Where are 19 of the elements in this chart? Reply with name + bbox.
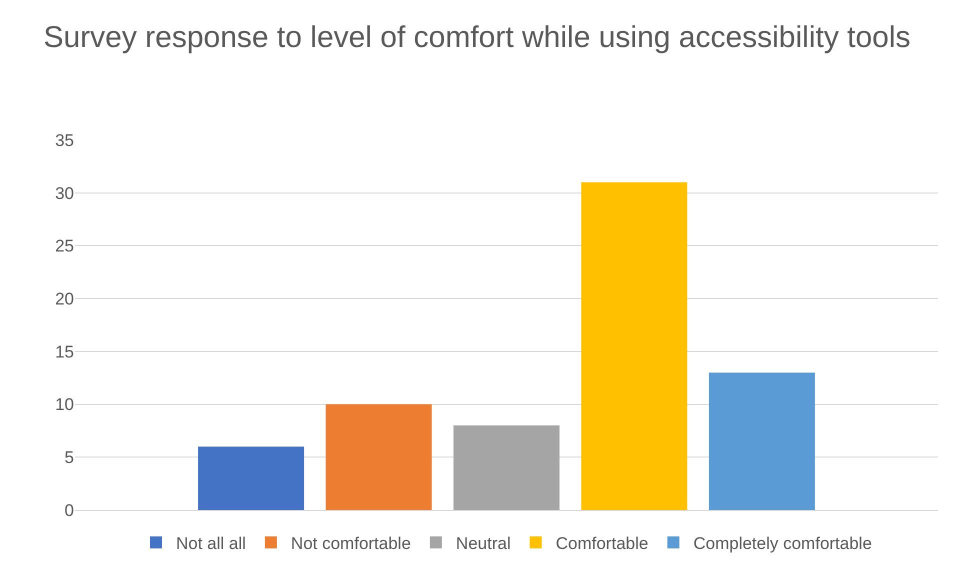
legend-label: Comfortable	[556, 534, 648, 553]
y-tick-label: 25	[55, 236, 74, 256]
y-tick-label: 5	[64, 448, 74, 468]
bar	[326, 404, 432, 510]
bar	[708, 372, 815, 510]
legend-label: Not all all	[176, 534, 246, 553]
legend-label: Neutral	[456, 534, 511, 553]
y-tick-label: 30	[55, 184, 74, 203]
chart-title: Survey response to level of comfort while using accessibility tools	[43, 21, 911, 54]
y-tick-label: 35	[55, 130, 74, 150]
legend-label: Not comfortable	[290, 534, 411, 553]
y-tick-label: 15	[55, 342, 74, 362]
bar	[581, 182, 688, 510]
y-tick-label: 0	[64, 500, 74, 520]
legend-label: Completely comfortable	[693, 534, 872, 553]
y-tick-label: 10	[55, 395, 74, 414]
bar	[198, 446, 304, 510]
y-tick-label: 20	[55, 290, 74, 309]
bar	[453, 425, 560, 510]
